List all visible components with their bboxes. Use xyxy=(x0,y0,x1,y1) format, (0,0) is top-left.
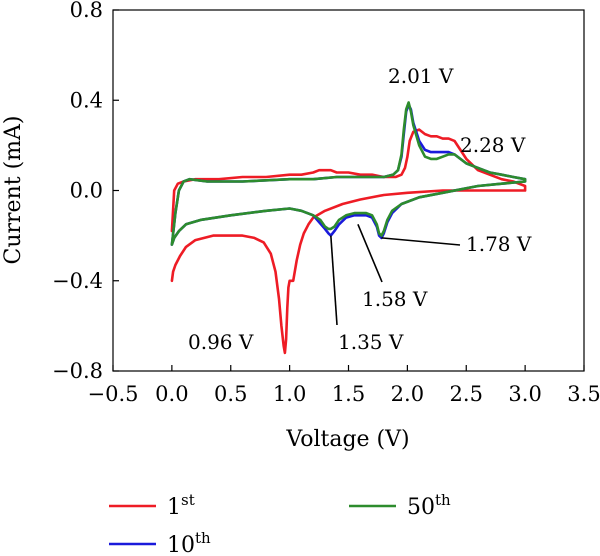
x-tick-label: 2.5 xyxy=(450,382,483,406)
annotation-label: 1.78 V xyxy=(466,232,532,256)
annotations: 2.01 V 2.28 V 1.78 V 1.58 V 1.35 V 0.96 V xyxy=(188,64,532,354)
x-axis-title: Voltage (V) xyxy=(285,427,409,452)
x-tick-label: 0.0 xyxy=(155,382,188,406)
legend-label-suffix: th xyxy=(195,529,211,547)
legend-label-number: 1 xyxy=(167,495,181,520)
annotation-leader xyxy=(330,235,338,326)
tick-labels: −0.5 0.0 0.5 1.0 1.5 2.0 2.5 3.0 3.5 −0.8 −0.4 0.0 0… xyxy=(52,0,600,406)
legend-label: 1st xyxy=(167,491,195,520)
annotation-leader xyxy=(357,224,383,283)
y-tick-label: 0.8 xyxy=(70,0,103,22)
legend-label-suffix: th xyxy=(435,491,451,509)
series-line-10th xyxy=(170,103,527,246)
legend-label-suffix: st xyxy=(181,491,195,509)
legend-label: 10th xyxy=(167,529,211,556)
legend-label-number: 10 xyxy=(167,533,195,556)
legend-label: 50th xyxy=(407,491,451,520)
series-line-1st xyxy=(170,128,527,355)
axis-ticks xyxy=(112,9,585,372)
annotation-label: 2.28 V xyxy=(460,133,526,157)
y-axis-title: Current (mA) xyxy=(1,116,26,265)
annotation-label: 1.58 V xyxy=(362,287,428,311)
x-tick-label: 3.5 xyxy=(567,382,600,406)
x-tick-label: 2.0 xyxy=(391,382,424,406)
annotation-leader xyxy=(381,237,461,246)
legend-label-number: 50 xyxy=(407,495,435,520)
y-tick-label: 0.0 xyxy=(70,179,103,203)
series-line-50th xyxy=(170,101,527,246)
x-tick-label: 1.0 xyxy=(273,382,306,406)
x-tick-label: 0.5 xyxy=(214,382,247,406)
x-tick-label: 3.0 xyxy=(508,382,541,406)
x-tick-label: 1.5 xyxy=(332,382,365,406)
y-tick-label: −0.4 xyxy=(52,269,103,293)
annotation-label: 2.01 V xyxy=(388,64,454,88)
x-tick-label: −0.5 xyxy=(88,382,139,406)
annotation-label: 0.96 V xyxy=(188,330,254,354)
y-tick-label: −0.8 xyxy=(52,359,103,383)
y-tick-label: 0.4 xyxy=(70,88,103,112)
annotation-label: 1.35 V xyxy=(338,330,404,354)
series-layer xyxy=(170,101,527,355)
